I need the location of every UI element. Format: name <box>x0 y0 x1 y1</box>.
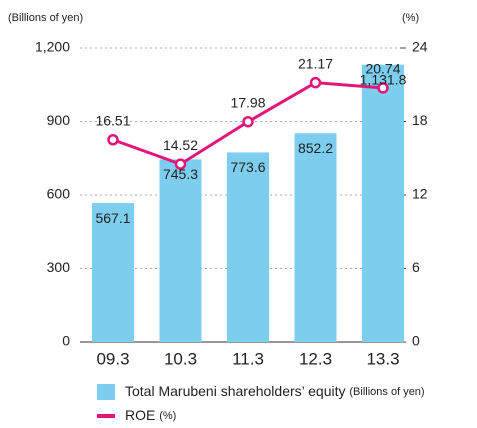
legend-unit: (Billions of yen) <box>349 386 424 398</box>
line-value-label: 20.74 <box>365 61 400 77</box>
bar-value-label: 745.3 <box>163 166 198 182</box>
y-tick-label: 1,200 <box>35 39 70 55</box>
roe-point <box>174 158 187 170</box>
roe-point <box>107 134 119 146</box>
legend-label: ROE (%) <box>125 407 176 423</box>
y2-tick-label: 18 <box>412 112 428 128</box>
legend-swatch <box>97 384 115 400</box>
legend-name: Total Marubeni shareholders’ equity <box>125 383 346 399</box>
x-tick-label: 09.3 <box>96 349 129 368</box>
legend-name: ROE <box>125 407 155 423</box>
bar-value-label: 773.6 <box>230 159 265 175</box>
bar <box>294 133 337 342</box>
bar <box>92 203 134 342</box>
y2-tick-label: 0 <box>412 333 420 349</box>
x-tick-label: 12.3 <box>299 349 332 368</box>
bar-value-label: 1,131.8 <box>360 71 407 87</box>
legend-label: Total Marubeni shareholders’ equity (Bil… <box>125 383 425 399</box>
roe-point <box>309 76 322 89</box>
bar <box>362 64 404 343</box>
y2-tick-label: 24 <box>412 39 428 55</box>
roe-point <box>242 115 254 128</box>
legend-unit: (%) <box>159 410 176 422</box>
bar <box>227 152 269 342</box>
y-axis-label: (Billions of yen) <box>8 12 83 24</box>
x-tick-label: 13.3 <box>366 349 399 368</box>
y2-tick-label: 12 <box>412 186 428 202</box>
y-tick-label: 600 <box>47 186 71 202</box>
bar-value-label: 852.2 <box>298 140 333 156</box>
y-tick-label: 300 <box>47 259 71 275</box>
line-value-label: 16.51 <box>95 112 130 128</box>
bar-value-label: 567.1 <box>95 210 130 226</box>
y2-tick-label: 6 <box>412 259 420 275</box>
y-tick-label: 900 <box>47 112 71 128</box>
line-value-label: 17.98 <box>230 94 265 110</box>
line-value-label: 21.17 <box>298 55 333 71</box>
x-tick-label: 10.3 <box>164 349 197 368</box>
line-value-label: 14.52 <box>163 137 198 153</box>
roe-point <box>377 82 389 94</box>
bar <box>159 159 202 342</box>
y-tick-label: 0 <box>62 333 70 349</box>
x-tick-label: 11.3 <box>232 349 264 368</box>
y2-axis-label: (%) <box>402 12 419 24</box>
